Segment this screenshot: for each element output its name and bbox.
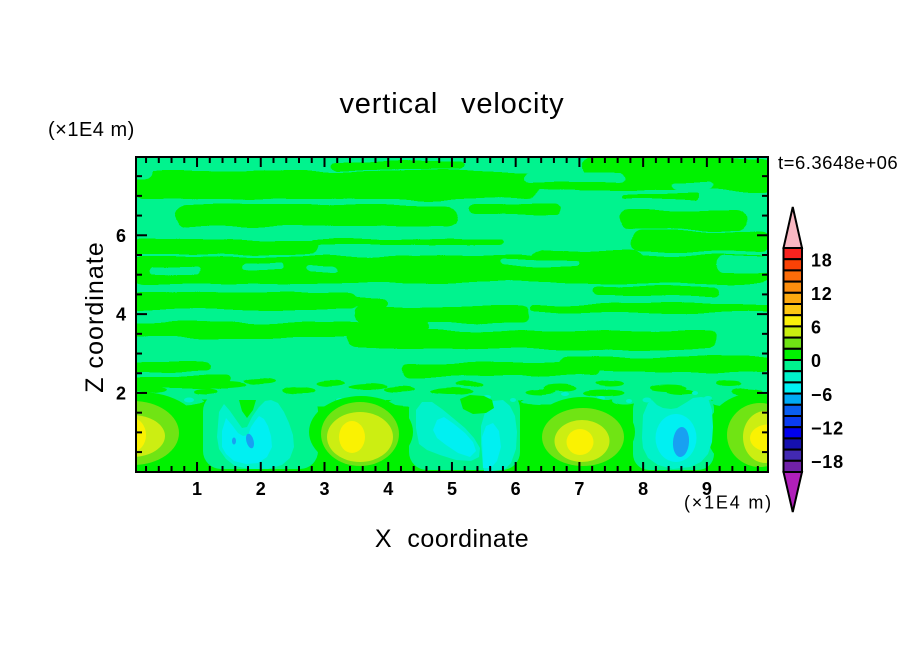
svg-text:(×1E4 m): (×1E4 m) xyxy=(48,119,135,141)
svg-text:−18: −18 xyxy=(811,452,844,472)
svg-text:6: 6 xyxy=(811,318,822,338)
svg-text:9: 9 xyxy=(702,479,712,499)
svg-text:5: 5 xyxy=(447,479,457,499)
svg-text:7: 7 xyxy=(574,479,584,499)
svg-text:6: 6 xyxy=(511,479,521,499)
svg-text:2: 2 xyxy=(116,383,126,403)
svg-text:4: 4 xyxy=(383,479,393,499)
svg-text:3: 3 xyxy=(319,479,329,499)
svg-text:−6: −6 xyxy=(811,385,833,405)
svg-text:1: 1 xyxy=(192,479,202,499)
svg-text:t=6.3648e+06: t=6.3648e+06 xyxy=(778,152,898,173)
svg-text:0: 0 xyxy=(811,351,822,371)
svg-text:Z coordinate: Z coordinate xyxy=(81,241,109,393)
svg-text:18: 18 xyxy=(811,250,833,270)
svg-text:12: 12 xyxy=(811,284,833,304)
svg-text:6: 6 xyxy=(116,226,126,246)
svg-text:−12: −12 xyxy=(811,418,844,438)
svg-text:2: 2 xyxy=(256,479,266,499)
svg-text:8: 8 xyxy=(638,479,648,499)
svg-text:(×1E4 m): (×1E4 m) xyxy=(684,493,773,513)
svg-text:4: 4 xyxy=(116,305,126,325)
svg-text:vertical velocity: vertical velocity xyxy=(339,88,564,120)
svg-text:X coordinate: X coordinate xyxy=(375,525,529,553)
